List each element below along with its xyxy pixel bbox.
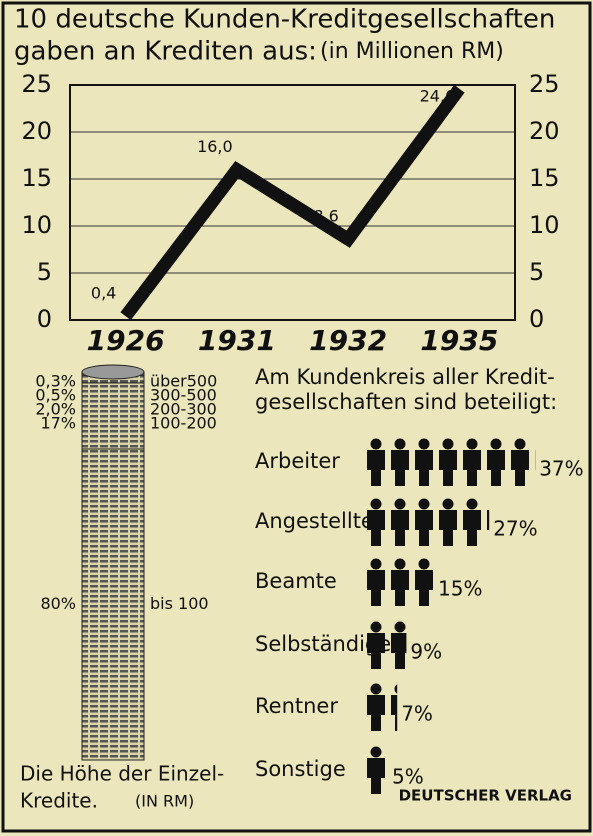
y-tick-label: 5 xyxy=(37,258,52,286)
stack-segment xyxy=(82,449,144,760)
y2-tick-label: 5 xyxy=(529,258,544,286)
segment-name: bis 100 xyxy=(150,594,209,613)
data-label: 7% xyxy=(401,702,433,726)
pictogram-bar xyxy=(365,438,535,486)
y-tick-label: 10 xyxy=(21,211,52,239)
category-label: Rentner xyxy=(255,694,338,718)
publisher: DEUTSCHER VERLAG xyxy=(399,787,572,805)
chart-title: gaben an Krediten aus: xyxy=(14,37,317,67)
segment-name: 100-200 xyxy=(150,414,217,433)
infographic: 10 deutsche Kunden-Kreditgesellschaften … xyxy=(0,0,593,836)
category-label: Arbeiter xyxy=(255,449,340,473)
pictogram-bar xyxy=(365,621,406,669)
y2-tick-label: 20 xyxy=(529,117,560,145)
data-label: 37% xyxy=(539,457,583,481)
caption: (IN RM) xyxy=(135,792,194,811)
data-label: 16,0 xyxy=(197,137,233,156)
category-label: Sonstige xyxy=(255,757,346,781)
y-tick-label: 15 xyxy=(21,164,52,192)
pictogram-bar xyxy=(365,683,397,731)
data-label: 0,4 xyxy=(91,284,116,303)
pictogram-bar xyxy=(365,558,434,606)
data-label: 15% xyxy=(438,577,482,601)
y2-tick-label: 0 xyxy=(529,305,544,333)
y-tick-label: 0 xyxy=(37,305,52,333)
y-tick-label: 20 xyxy=(21,117,52,145)
caption: Kredite. xyxy=(20,789,98,813)
data-label: 27% xyxy=(493,517,537,541)
chart-subtitle: (in Millionen RM) xyxy=(320,39,504,64)
x-tick-label: 1935 xyxy=(420,324,498,357)
caption: Die Höhe der Einzel- xyxy=(20,762,224,786)
category-label: Beamte xyxy=(255,569,337,593)
y2-tick-label: 25 xyxy=(529,70,560,98)
x-tick-label: 1932 xyxy=(309,324,387,357)
x-tick-label: 1926 xyxy=(87,324,165,357)
chart-title: Am Kundenkreis aller Kredit- xyxy=(255,365,555,389)
y2-tick-label: 15 xyxy=(529,164,560,192)
data-label: 9% xyxy=(410,640,442,664)
category-label: Angestellte xyxy=(255,509,374,533)
stack-top xyxy=(82,365,144,379)
segment-value-label: 80% xyxy=(40,594,76,613)
data-label: 5% xyxy=(392,765,424,789)
segment-value-label: 17% xyxy=(40,414,76,433)
pictogram-bar xyxy=(365,746,388,794)
x-tick-label: 1931 xyxy=(198,324,276,357)
pictogram-bar xyxy=(365,498,489,546)
chart-title: 10 deutsche Kunden-Kreditgesellschaften xyxy=(14,5,555,35)
page: 10 deutsche Kunden-Kreditgesellschaften … xyxy=(0,0,593,836)
y-tick-label: 25 xyxy=(21,70,52,98)
y2-tick-label: 10 xyxy=(529,211,560,239)
chart-title: gesellschaften sind beteiligt: xyxy=(255,390,557,414)
stack-segment xyxy=(82,383,144,449)
